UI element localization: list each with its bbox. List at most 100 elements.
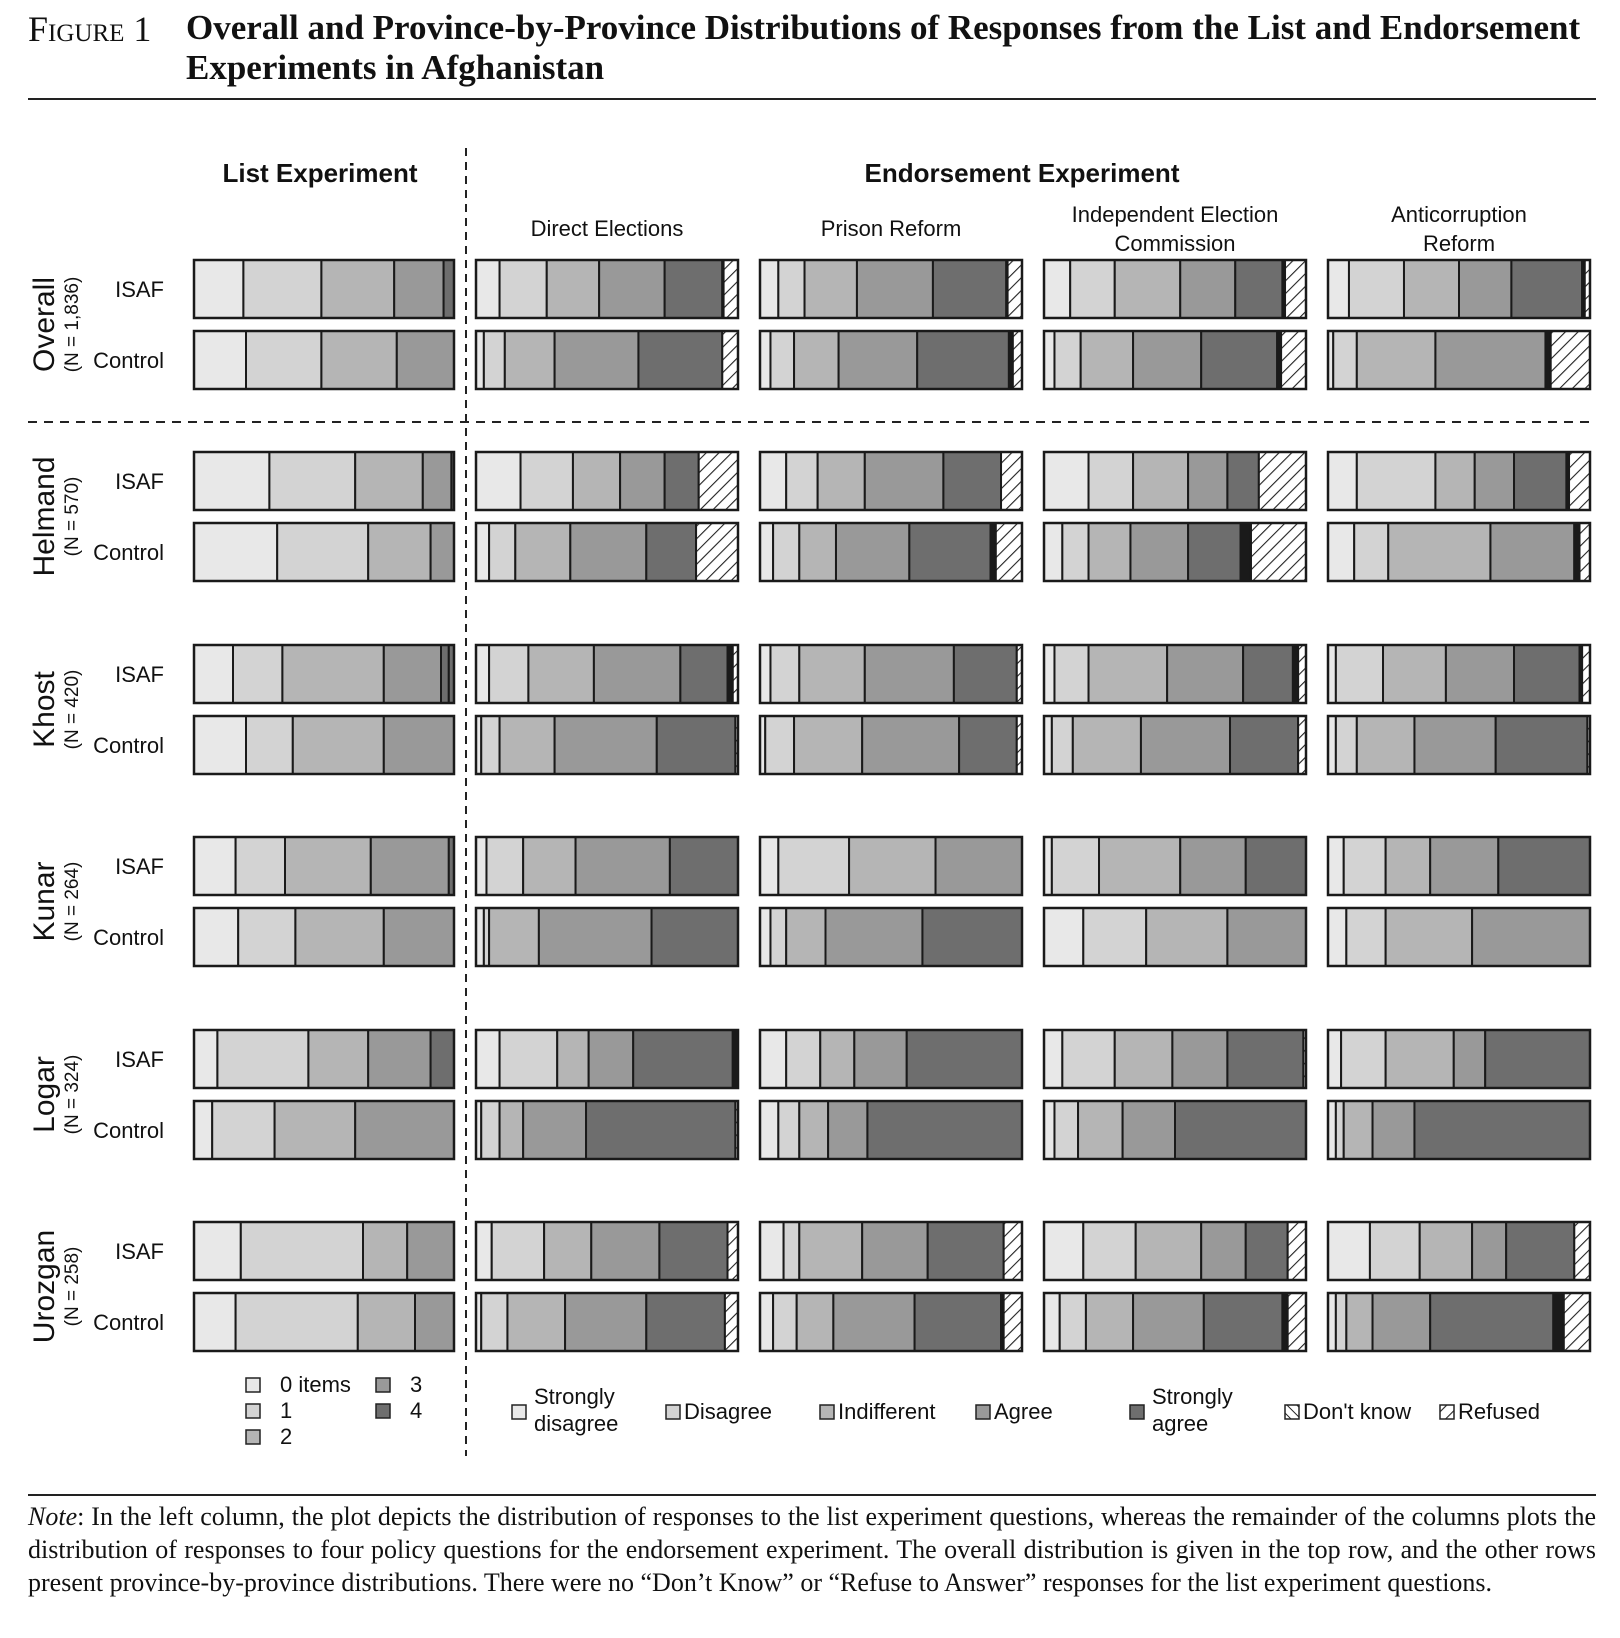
bar-segment-khost-isaf-iec bbox=[1087, 644, 1169, 704]
bar-segment-urozgan-isaf-iec bbox=[1043, 1221, 1085, 1281]
legend-swatch-list bbox=[245, 1377, 261, 1393]
group-label-control: Control bbox=[93, 348, 164, 373]
legend-label-list: 1 bbox=[280, 1398, 292, 1423]
bar-frame-overall-isaf-direct bbox=[474, 258, 740, 320]
bar-frame-kunar-control-anticorr bbox=[1326, 906, 1592, 968]
bar-segment-helmand-control-direct bbox=[488, 522, 517, 582]
row-n-urozgan: (N = 258) bbox=[62, 1247, 83, 1327]
group-label-control: Control bbox=[93, 925, 164, 950]
legend-swatch-endorse bbox=[665, 1404, 681, 1420]
bar-frame-overall-isaf-list bbox=[192, 258, 456, 320]
figure-note: Note: In the left column, the plot depic… bbox=[28, 1500, 1596, 1599]
bar-frame-helmand-control-list bbox=[192, 521, 456, 583]
bar-segment-kunar-isaf-direct bbox=[522, 836, 577, 896]
bar-segment-kunar-control-iec bbox=[1226, 907, 1308, 967]
stacked-bar-chart: List Experiment Endorsement Experiment Dir… bbox=[28, 148, 1596, 1456]
group-label-isaf: ISAF bbox=[115, 277, 164, 302]
bar-frame-urozgan-isaf-anticorr bbox=[1326, 1220, 1592, 1282]
bar-segment-helmand-control-iec bbox=[1061, 522, 1090, 582]
bar-segment-overall-isaf-anticorr bbox=[1458, 259, 1513, 319]
bar-frame-kunar-isaf-prison bbox=[758, 835, 1024, 897]
bar-segment-overall-control-prison bbox=[916, 330, 1010, 390]
bar-segment-helmand-control-list bbox=[193, 522, 279, 582]
bar-frame-logar-control-prison bbox=[758, 1099, 1024, 1161]
bar-segment-overall-control-prison bbox=[1011, 330, 1024, 390]
bar-segment-helmand-control-prison bbox=[994, 522, 1023, 582]
bar-segment-helmand-isaf-list bbox=[268, 451, 357, 511]
bar-segment-khost-isaf-list bbox=[440, 644, 450, 704]
bar-segment-overall-control-list bbox=[193, 330, 247, 390]
bar-segment-helmand-control-prison bbox=[759, 522, 775, 582]
bar-segment-kunar-isaf-direct bbox=[475, 836, 488, 896]
bar-segment-helmand-isaf-iec bbox=[1043, 451, 1090, 511]
bar-frame-helmand-isaf-iec bbox=[1042, 450, 1308, 512]
bar-segment-khost-isaf-iec bbox=[1166, 644, 1245, 704]
bar-segment-urozgan-isaf-anticorr bbox=[1471, 1221, 1508, 1281]
column-title-prison: Prison Reform bbox=[821, 216, 962, 241]
bar-segment-helmand-control-anticorr bbox=[1353, 522, 1390, 582]
group-label-control: Control bbox=[93, 540, 164, 565]
bar-frame-khost-isaf-list bbox=[192, 643, 456, 705]
bar-segment-khost-control-anticorr bbox=[1355, 715, 1416, 775]
bar-segment-urozgan-isaf-direct bbox=[726, 1221, 740, 1281]
bar-segment-logar-control-anticorr bbox=[1334, 1100, 1345, 1160]
bar-segment-helmand-isaf-direct bbox=[519, 451, 574, 511]
legend-swatch-list bbox=[245, 1403, 261, 1419]
bar-segment-urozgan-control-anticorr bbox=[1552, 1292, 1565, 1352]
bar-segment-logar-isaf-prison bbox=[819, 1029, 856, 1089]
bar-segment-kunar-control-direct bbox=[650, 907, 739, 967]
bar-segment-overall-control-prison bbox=[769, 330, 796, 390]
bar-segment-urozgan-control-anticorr bbox=[1429, 1292, 1555, 1352]
bar-segment-logar-control-prison bbox=[759, 1100, 780, 1160]
bar-frame-overall-control-iec bbox=[1042, 329, 1308, 391]
legend-swatch-endorse bbox=[511, 1404, 527, 1420]
row-n-khost: (N = 420) bbox=[62, 670, 83, 750]
bar-segment-helmand-control-list bbox=[367, 522, 432, 582]
bar-segment-overall-control-prison bbox=[759, 330, 772, 390]
bar-segment-helmand-control-anticorr bbox=[1578, 522, 1592, 582]
bar-segment-urozgan-isaf-direct bbox=[590, 1221, 661, 1281]
bar-segment-khost-isaf-anticorr bbox=[1382, 644, 1447, 704]
legend-swatch-endorse bbox=[819, 1404, 835, 1420]
bar-segment-khost-isaf-list bbox=[281, 644, 385, 704]
bar-segment-urozgan-control-list bbox=[193, 1292, 237, 1352]
bar-segment-logar-control-list bbox=[273, 1100, 357, 1160]
bar-segment-logar-control-anticorr bbox=[1371, 1100, 1416, 1160]
bar-segment-overall-control-anticorr bbox=[1355, 330, 1437, 390]
bar-segment-helmand-control-prison bbox=[834, 522, 911, 582]
bar-segment-overall-isaf-anticorr bbox=[1347, 259, 1405, 319]
bar-segment-helmand-isaf-prison bbox=[942, 451, 1003, 511]
bar-segment-logar-control-direct bbox=[498, 1100, 525, 1160]
bar-frame-overall-control-direct bbox=[474, 329, 740, 391]
bar-segment-overall-control-list bbox=[395, 330, 455, 390]
bar-segment-overall-control-direct bbox=[503, 330, 556, 390]
bar-segment-urozgan-isaf-iec bbox=[1082, 1221, 1137, 1281]
bar-segment-overall-isaf-direct bbox=[598, 259, 666, 319]
bar-frame-kunar-control-iec bbox=[1042, 906, 1308, 968]
bar-segment-logar-isaf-anticorr bbox=[1452, 1029, 1487, 1089]
top-rule bbox=[28, 98, 1596, 100]
bar-frame-urozgan-isaf-list bbox=[192, 1220, 456, 1282]
bar-segment-urozgan-control-list bbox=[234, 1292, 359, 1352]
bar-segment-overall-isaf-direct bbox=[545, 259, 601, 319]
bar-frame-overall-isaf-prison bbox=[758, 258, 1024, 320]
bar-segment-logar-isaf-list bbox=[429, 1029, 456, 1089]
bar-segment-overall-isaf-iec bbox=[1284, 259, 1308, 319]
bar-segment-helmand-control-direct bbox=[514, 522, 572, 582]
bar-segment-urozgan-isaf-direct bbox=[658, 1221, 729, 1281]
bar-frame-helmand-isaf-anticorr bbox=[1326, 450, 1592, 512]
bar-frame-urozgan-isaf-iec bbox=[1042, 1220, 1308, 1282]
bar-segment-kunar-isaf-anticorr bbox=[1429, 836, 1500, 896]
bar-segment-khost-isaf-direct bbox=[488, 644, 530, 704]
bar-segment-khost-control-prison bbox=[958, 715, 1018, 775]
bar-segment-helmand-control-iec bbox=[1087, 522, 1132, 582]
group-label-isaf: ISAF bbox=[115, 662, 164, 687]
bar-segment-kunar-isaf-prison bbox=[777, 836, 851, 896]
bar-segment-overall-isaf-anticorr bbox=[1402, 259, 1460, 319]
bar-frame-logar-isaf-prison bbox=[758, 1028, 1024, 1090]
bar-segment-overall-isaf-anticorr bbox=[1327, 259, 1350, 319]
bar-frame-logar-isaf-anticorr bbox=[1326, 1028, 1592, 1090]
bar-segment-khost-isaf-prison bbox=[952, 644, 1018, 704]
bar-segment-helmand-isaf-anticorr bbox=[1513, 451, 1568, 511]
legend-swatch-endorse bbox=[1439, 1404, 1455, 1420]
